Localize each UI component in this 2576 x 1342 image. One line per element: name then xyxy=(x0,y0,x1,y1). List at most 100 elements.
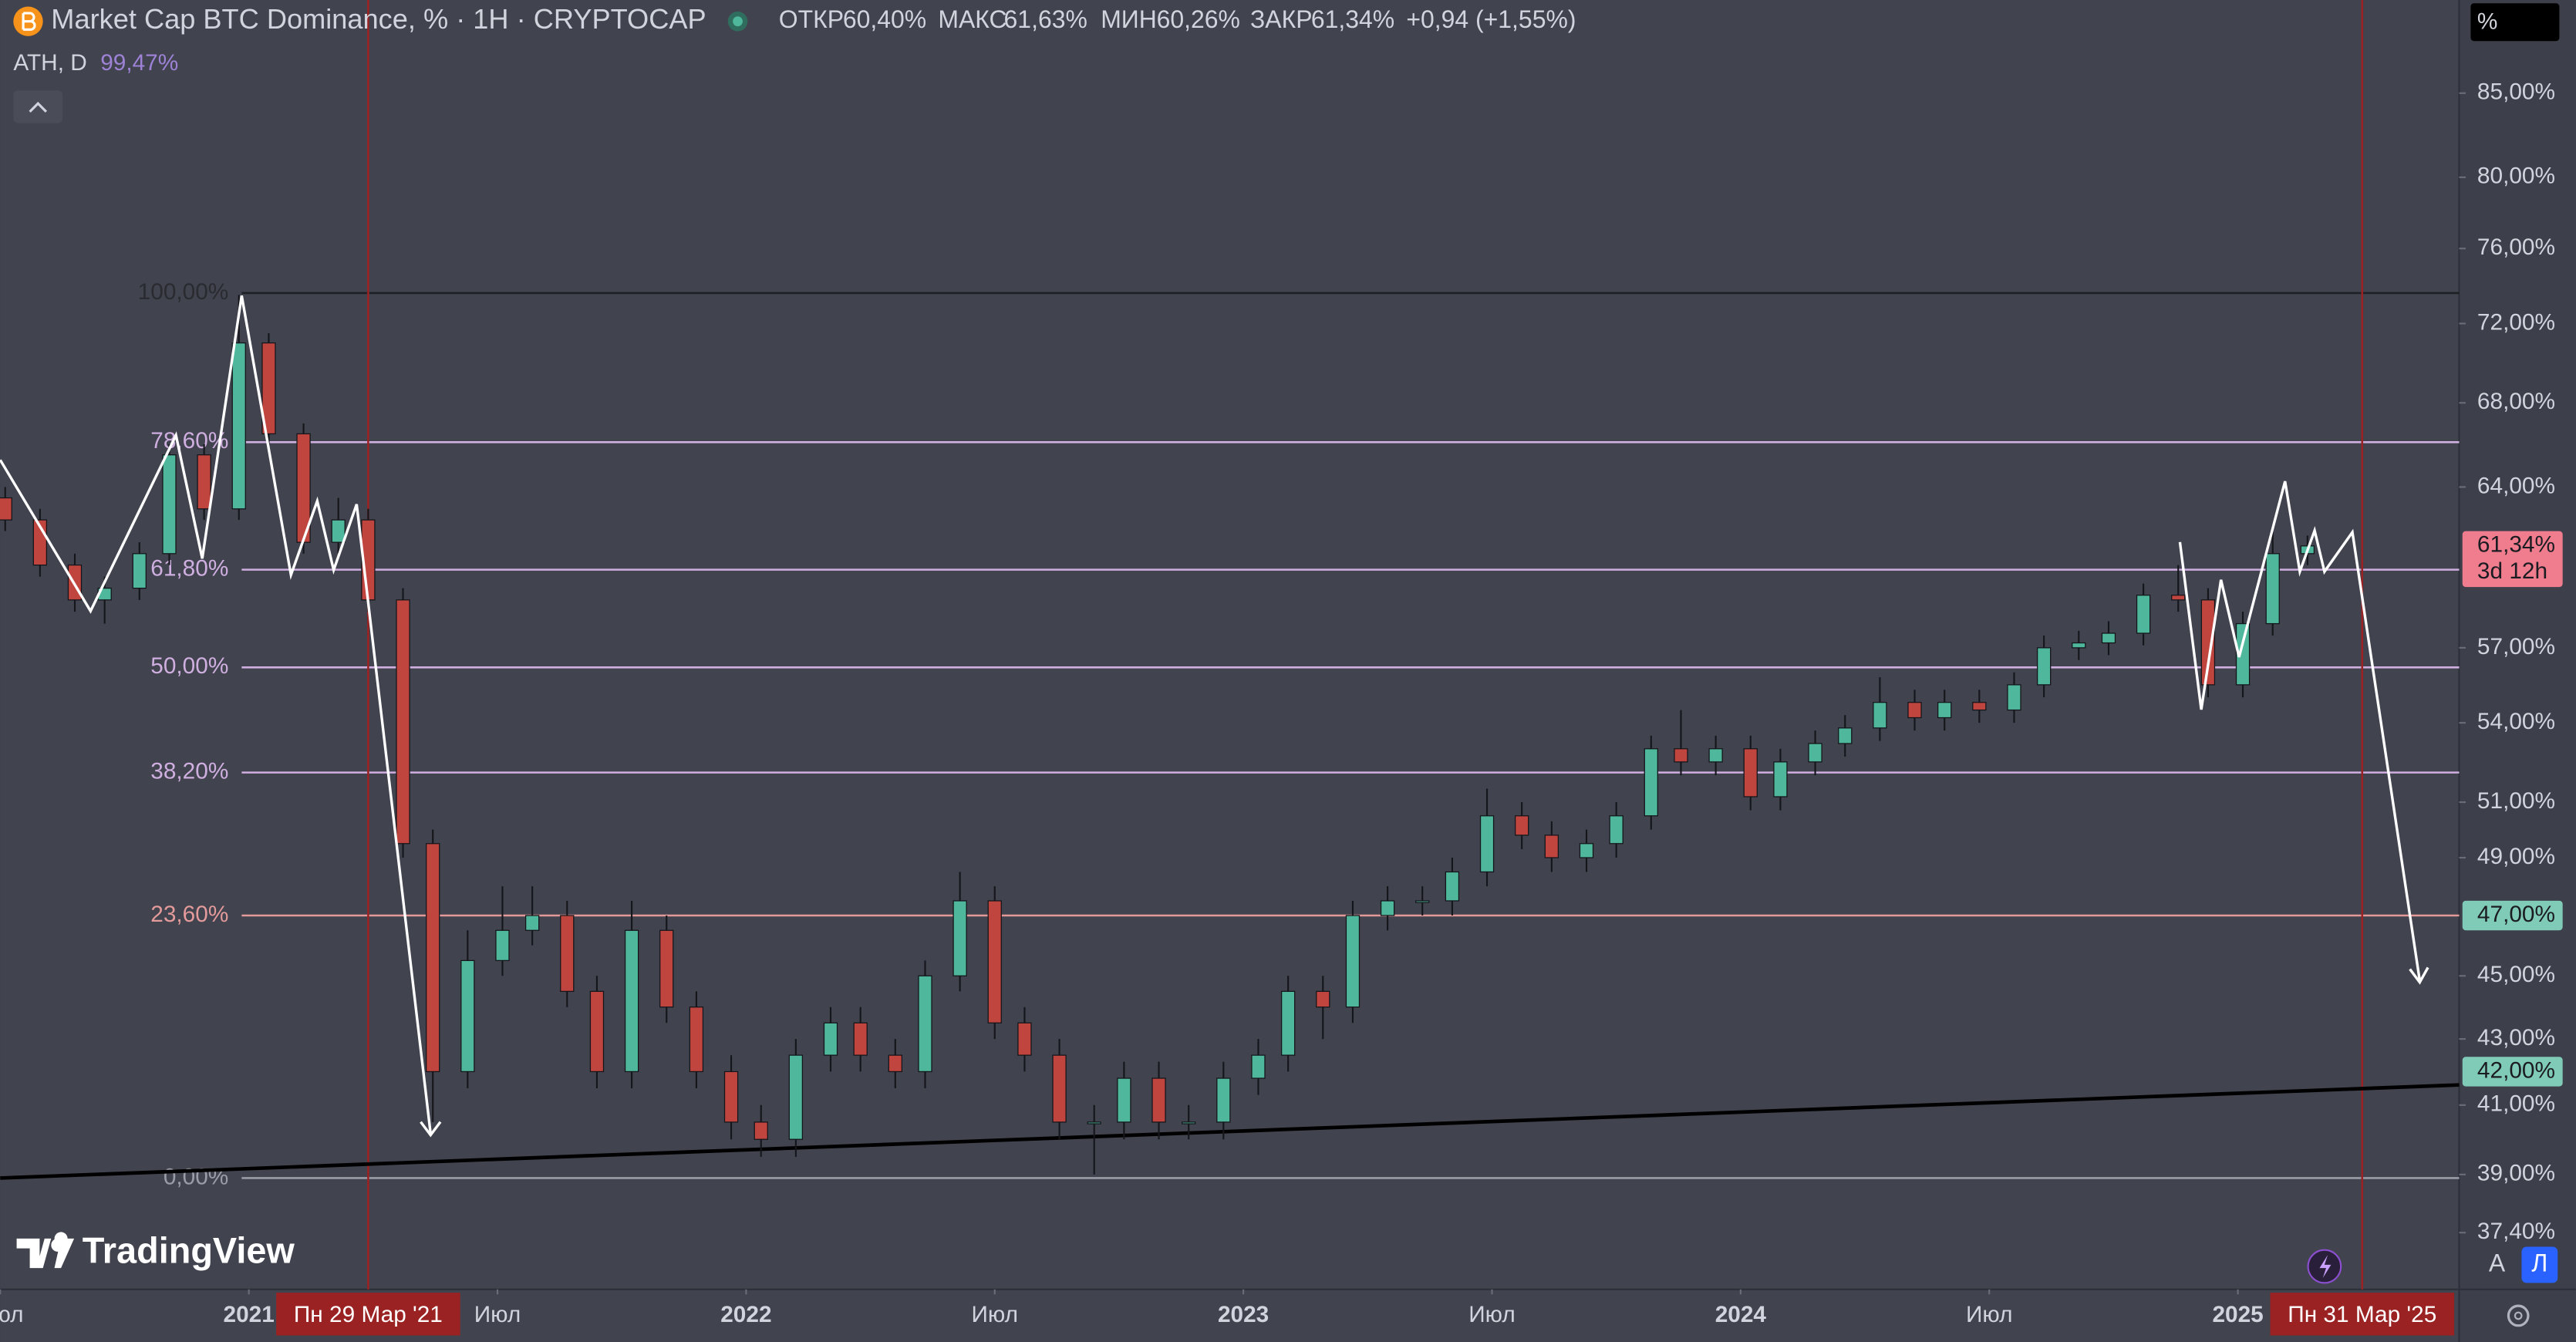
candle-body xyxy=(426,843,440,1073)
ohlc-value: 61,34% xyxy=(1311,5,1394,33)
candle-body xyxy=(1087,1121,1101,1125)
candle-body xyxy=(2136,595,2151,634)
candle-body xyxy=(1674,748,1688,763)
alert-icon-glyph xyxy=(2319,1255,2332,1278)
ohlc-label: МАКС xyxy=(938,5,1006,33)
candle-body xyxy=(1479,815,1495,873)
y-tick-label: 76,00% xyxy=(2477,234,2555,260)
candle-body xyxy=(1280,990,1296,1056)
candle-body xyxy=(396,599,410,845)
x-tick-label: Июл xyxy=(474,1302,521,1327)
candle-body xyxy=(460,959,475,1073)
y-tick-label: 51,00% xyxy=(2477,788,2555,814)
candle-body xyxy=(2036,647,2052,686)
candle-body xyxy=(1937,702,1952,719)
price-badge-sublabel: 3d 12h xyxy=(2477,558,2547,584)
candle-body xyxy=(1544,835,1559,858)
candle-body xyxy=(1345,915,1360,1008)
fib-level-label: 38,20% xyxy=(150,759,228,784)
candle-body xyxy=(1743,748,1758,797)
auto-scale-button[interactable]: A xyxy=(2489,1249,2506,1276)
candle-body xyxy=(1644,748,1658,817)
price-axis-panel xyxy=(2459,0,2576,1342)
date-badge-label: Пн 29 Мар '21 xyxy=(294,1302,443,1327)
ohlc-label: ОТКР xyxy=(779,5,844,33)
log-scale-box[interactable] xyxy=(2521,1246,2558,1283)
candle-body xyxy=(1380,900,1395,916)
candle-body xyxy=(1415,900,1430,903)
candle-body xyxy=(659,929,674,1008)
ohlc-label: МИН xyxy=(1101,5,1157,33)
y-tick-label: 49,00% xyxy=(2477,844,2555,869)
candle-body xyxy=(589,990,605,1073)
x-tick-label: 2021 xyxy=(224,1302,275,1327)
y-tick-label: 45,00% xyxy=(2477,962,2555,987)
fib-level-label: 100,00% xyxy=(138,279,229,305)
candle-body xyxy=(1445,871,1460,902)
y-tick-label: 72,00% xyxy=(2477,309,2555,335)
candle-body xyxy=(197,454,211,510)
candle-body xyxy=(888,1054,902,1073)
y-tick-label: 41,00% xyxy=(2477,1091,2555,1117)
candle-body xyxy=(1773,761,1788,797)
price-badge xyxy=(2462,531,2563,588)
candle-body xyxy=(624,929,639,1073)
logo-text[interactable]: TradingView xyxy=(83,1230,295,1270)
candle-body xyxy=(2101,632,2116,644)
fib-level-label: 78,60% xyxy=(150,428,228,454)
candle-body xyxy=(1052,1054,1067,1123)
settings-icon[interactable] xyxy=(2507,1304,2530,1327)
candle-body xyxy=(1017,1022,1032,1056)
indicator-name[interactable]: ATH, D xyxy=(13,50,86,76)
y-tick-label: 64,00% xyxy=(2477,473,2555,498)
candle-body xyxy=(1515,815,1529,836)
candle-body xyxy=(1808,743,1822,763)
price-badge xyxy=(2462,1057,2563,1087)
candle-body xyxy=(162,454,177,555)
candle-body xyxy=(231,342,246,510)
y-tick-label: 54,00% xyxy=(2477,709,2555,734)
y-tick-label: 39,00% xyxy=(2477,1161,2555,1186)
overlay: 85,00% 80,00% 76,00% 72,00% 68,00% 64,00% 57,0… xyxy=(0,79,2563,1336)
candle-body xyxy=(1873,702,1887,729)
date-badge xyxy=(276,1293,460,1336)
arrow-head xyxy=(420,1121,442,1138)
drawings xyxy=(0,295,2429,1138)
y-tick-label: 57,00% xyxy=(2477,634,2555,659)
scale-unit: % xyxy=(2477,9,2498,35)
fib-level-label: 61,80% xyxy=(150,555,228,581)
price-badge-label: 47,00% xyxy=(2477,902,2555,927)
y-tick-label: 37,40% xyxy=(2477,1219,2555,1244)
collapse-button[interactable] xyxy=(13,90,63,123)
fib-level-label: 0,00% xyxy=(164,1164,229,1189)
candle-body xyxy=(1838,727,1853,744)
candle-body xyxy=(788,1054,804,1140)
x-tick-label: Июл xyxy=(972,1302,1018,1327)
candle-body xyxy=(1579,843,1594,858)
candle-body xyxy=(723,1071,739,1123)
candle-body xyxy=(331,519,346,543)
scale-unit-box[interactable] xyxy=(2470,3,2560,42)
candle-body xyxy=(953,900,967,976)
x-tick-label: Июл xyxy=(0,1302,24,1327)
symbol-title[interactable]: Market Cap BTC Dominance, % · 1H · CRYPT… xyxy=(51,3,706,35)
y-tick-label: 80,00% xyxy=(2477,164,2555,189)
logo-mark-slash xyxy=(54,1238,75,1269)
fib-level-label: 23,60% xyxy=(150,902,228,927)
price-badge xyxy=(2462,900,2563,931)
candle-body xyxy=(1151,1077,1166,1123)
x-tick-label: 2022 xyxy=(720,1302,771,1327)
candle-body xyxy=(1117,1077,1131,1123)
x-tick-label: Июл xyxy=(1966,1302,2013,1327)
candle-body xyxy=(2200,599,2216,686)
candle-body xyxy=(918,975,932,1073)
symbol-icon-glyph xyxy=(22,12,36,31)
ohlc-value: 60,40% xyxy=(843,5,926,33)
candle-body xyxy=(2235,622,2251,686)
candle-body xyxy=(987,900,1002,1023)
candle-body xyxy=(2072,642,2086,649)
candle-body xyxy=(524,915,540,931)
fib-level-label: 50,00% xyxy=(150,653,228,679)
logo-mark xyxy=(16,1232,68,1269)
